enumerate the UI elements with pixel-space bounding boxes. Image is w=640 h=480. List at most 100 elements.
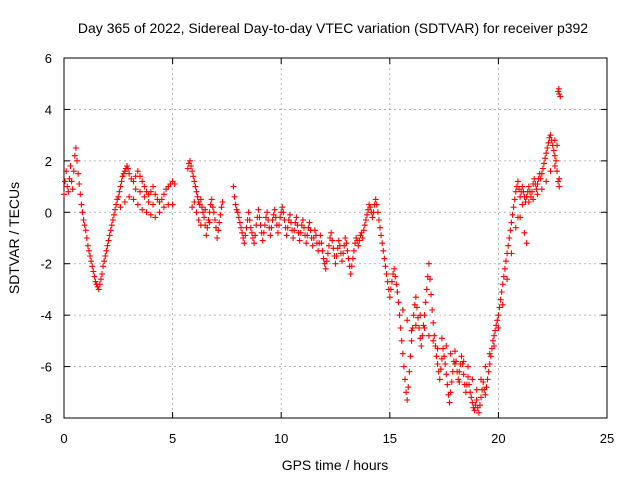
data-point [530,196,537,203]
data-point [404,317,411,324]
data-point [193,209,200,216]
data-point [91,273,98,280]
data-point [110,211,117,218]
data-point [246,217,253,223]
data-point [473,397,480,403]
data-point [117,204,124,211]
data-point [143,209,150,216]
data-point [428,291,435,298]
data-point [489,337,496,344]
data-point [79,209,86,216]
data-point [509,211,516,218]
data-point [555,178,562,185]
data-point [551,163,558,169]
y-tick-label: -8 [40,411,52,426]
data-point [97,276,104,283]
data-point [230,183,237,190]
data-point [387,286,394,293]
data-point [304,232,311,239]
data-point [322,265,329,272]
data-point [410,312,417,319]
data-point [134,201,141,208]
data-point [464,363,471,370]
data-point [83,235,90,241]
data-point [147,188,154,195]
data-point [482,363,489,370]
x-tick-label: 15 [383,431,397,446]
data-point [434,345,441,352]
data-point [476,402,483,409]
data-point [242,232,249,239]
data-point [482,391,489,398]
data-point [363,211,370,218]
data-point [492,327,499,334]
data-point [210,209,217,216]
data-point [231,193,238,200]
data-point [192,183,199,190]
data-point [189,204,196,211]
data-point [505,242,512,249]
data-point [533,186,540,193]
data-point [274,229,281,236]
data-point [495,312,502,319]
data-point [499,301,506,308]
data-point [188,163,195,169]
data-point [76,181,83,187]
data-point [437,366,444,373]
data-point [130,196,137,203]
data-point [362,217,369,223]
data-point [344,247,351,254]
data-point [377,224,384,231]
data-point [92,278,99,285]
data-point [169,201,176,208]
data-point [443,343,450,349]
data-point [141,183,148,190]
data-point [198,204,205,211]
data-point [104,242,111,249]
data-point [391,265,398,272]
data-point [508,219,515,226]
data-point [63,168,70,175]
data-point [419,332,426,339]
data-point [150,183,157,190]
data-point [400,363,407,370]
data-point [186,157,193,164]
data-point [256,214,263,221]
data-point [383,271,390,277]
grid-lines [64,58,607,418]
data-point [355,242,362,249]
y-axis-ticks: -8 -6 -4 -2 0 2 4 6 [40,51,607,426]
data-point [84,242,91,249]
data-point [105,237,112,244]
data-point [61,191,67,198]
data-point [232,201,239,208]
data-point [544,145,551,151]
data-point [251,240,258,247]
data-point [456,368,463,375]
x-axis-ticks: 0 5 10 15 20 25 [60,58,614,446]
data-point [158,196,165,203]
data-point [534,191,541,198]
data-point [491,343,498,349]
data-point [150,201,157,208]
data-point [460,371,467,378]
data-point [81,222,88,229]
data-point [551,152,558,159]
data-point [204,224,211,231]
data-point [350,247,357,254]
data-point [99,271,106,277]
data-point [156,209,163,216]
data-point [478,394,485,401]
data-point [440,345,447,352]
data-point [134,168,141,175]
data-point [347,271,354,277]
data-point [538,170,545,177]
data-point [306,219,313,226]
data-point [107,227,114,234]
data-point [238,224,245,231]
data-point [267,232,274,239]
data-point [360,227,367,234]
data-point [121,168,128,175]
data-point [353,235,360,241]
data-point [499,281,506,288]
